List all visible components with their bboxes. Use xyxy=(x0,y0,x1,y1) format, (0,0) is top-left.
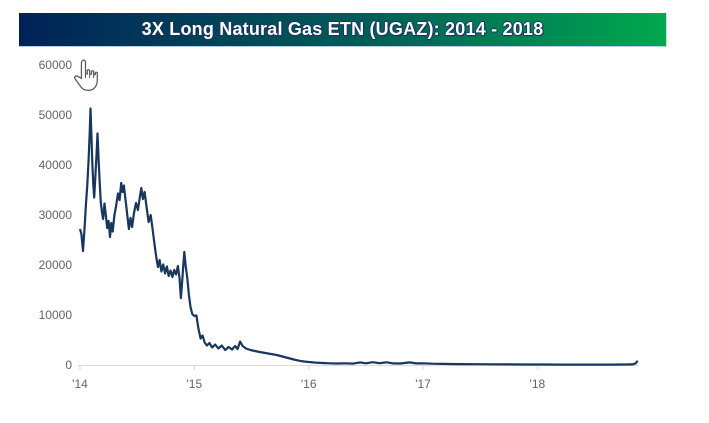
y-tick-label: 10000 xyxy=(38,308,72,322)
chart-title-bar: 3X Long Natural Gas ETN (UGAZ): 2014 - 2… xyxy=(19,13,667,47)
y-tick-label: 0 xyxy=(65,358,72,372)
y-tick-label: 60000 xyxy=(38,58,72,72)
y-tick-label: 50000 xyxy=(38,108,72,122)
y-tick-label: 20000 xyxy=(38,258,72,272)
price-line-series xyxy=(78,107,639,366)
x-tick-label: '15 xyxy=(186,377,203,391)
chart-title: 3X Long Natural Gas ETN (UGAZ): 2014 - 2… xyxy=(141,19,544,39)
x-axis-ticks xyxy=(79,366,538,370)
y-tick-label: 40000 xyxy=(38,158,72,172)
x-tick-label: '16 xyxy=(300,377,317,391)
x-tick-label: '18 xyxy=(529,377,546,391)
hand-pointer-cursor-icon xyxy=(74,59,98,91)
y-tick-label: 30000 xyxy=(38,208,72,222)
x-tick-label: '14 xyxy=(72,377,88,391)
x-tick-label: '17 xyxy=(415,377,431,391)
